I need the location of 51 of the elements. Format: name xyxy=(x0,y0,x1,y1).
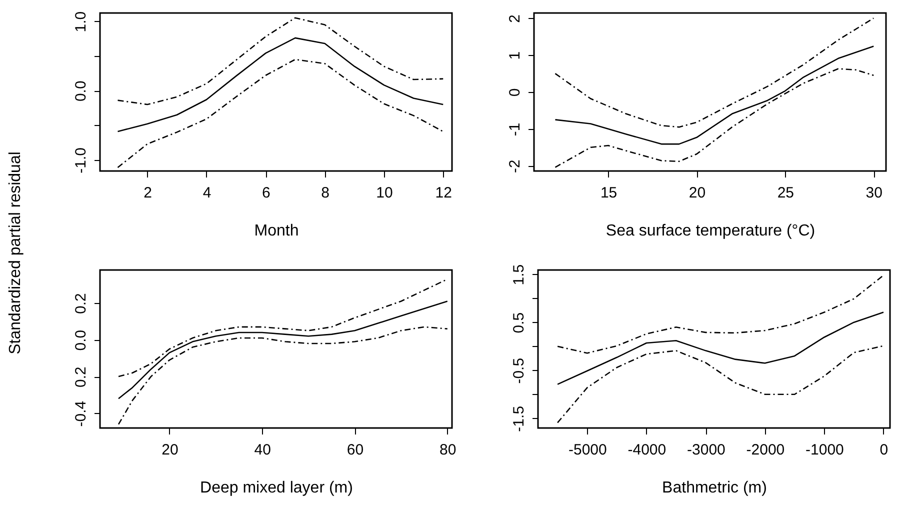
line-series xyxy=(556,312,884,385)
y-tick-label: -2 xyxy=(506,160,524,174)
line-series xyxy=(556,345,884,424)
y-tick-label: 1 xyxy=(506,51,524,60)
x-axis-title: Month xyxy=(254,222,299,240)
x-tick-label: 20 xyxy=(162,442,178,458)
y-tick-label: 0.0 xyxy=(72,80,90,102)
x-tick-label: -4000 xyxy=(628,442,666,458)
x-tick-label: 6 xyxy=(262,184,270,202)
x-tick-label: -2000 xyxy=(746,442,785,458)
y-tick-label: 2 xyxy=(506,14,524,23)
line-series xyxy=(118,300,448,400)
y-tick-label: -0.4 xyxy=(72,400,90,427)
y-tick-label: -1.5 xyxy=(510,406,528,432)
x-tick-label: 30 xyxy=(866,184,882,202)
x-tick-label: 4 xyxy=(202,184,212,202)
x-tick-label: 40 xyxy=(254,442,271,458)
x-tick-label: 10 xyxy=(376,184,393,202)
y-tick-label: -1 xyxy=(506,122,524,136)
x-axis-title: Bathmetric (m) xyxy=(662,480,767,496)
y-tick-label: 0.0 xyxy=(72,330,90,351)
line-series xyxy=(556,274,884,354)
x-tick-label: 20 xyxy=(688,184,706,202)
line-series xyxy=(117,37,444,132)
line-series xyxy=(117,58,444,168)
x-axis-title: Sea surface temperature (°C) xyxy=(606,222,816,240)
x-tick-label: -1000 xyxy=(806,442,844,458)
y-tick-label: -0.5 xyxy=(510,358,528,384)
line-series xyxy=(117,17,444,106)
x-tick-label: 25 xyxy=(777,184,794,202)
x-tick-label: 2 xyxy=(144,184,152,202)
x-tick-label: -5000 xyxy=(568,442,607,458)
x-tick-label: 12 xyxy=(435,184,452,202)
y-tick-label: 0.2 xyxy=(72,293,90,314)
y-tick-label: 1.0 xyxy=(72,11,90,32)
y-tick-label: -1.0 xyxy=(72,147,90,174)
line-series xyxy=(118,278,448,378)
line-series xyxy=(118,326,448,425)
y-tick-label: 0.2 xyxy=(72,366,90,388)
x-tick-label: -3000 xyxy=(687,442,726,458)
x-axis-title: Deep mixed layer (m) xyxy=(200,480,353,496)
x-tick-label: 15 xyxy=(600,184,618,202)
y-axis-title: Standardized partial residual xyxy=(7,152,24,354)
y-tick-label: 0 xyxy=(506,88,524,97)
x-tick-label: 8 xyxy=(321,184,330,202)
line-series xyxy=(554,18,874,128)
x-tick-label: 0 xyxy=(880,442,888,458)
y-tick-label: 0.5 xyxy=(510,312,528,334)
x-tick-label: 60 xyxy=(346,442,364,458)
y-tick-label: 1.5 xyxy=(510,264,528,286)
x-tick-label: 80 xyxy=(440,442,456,458)
